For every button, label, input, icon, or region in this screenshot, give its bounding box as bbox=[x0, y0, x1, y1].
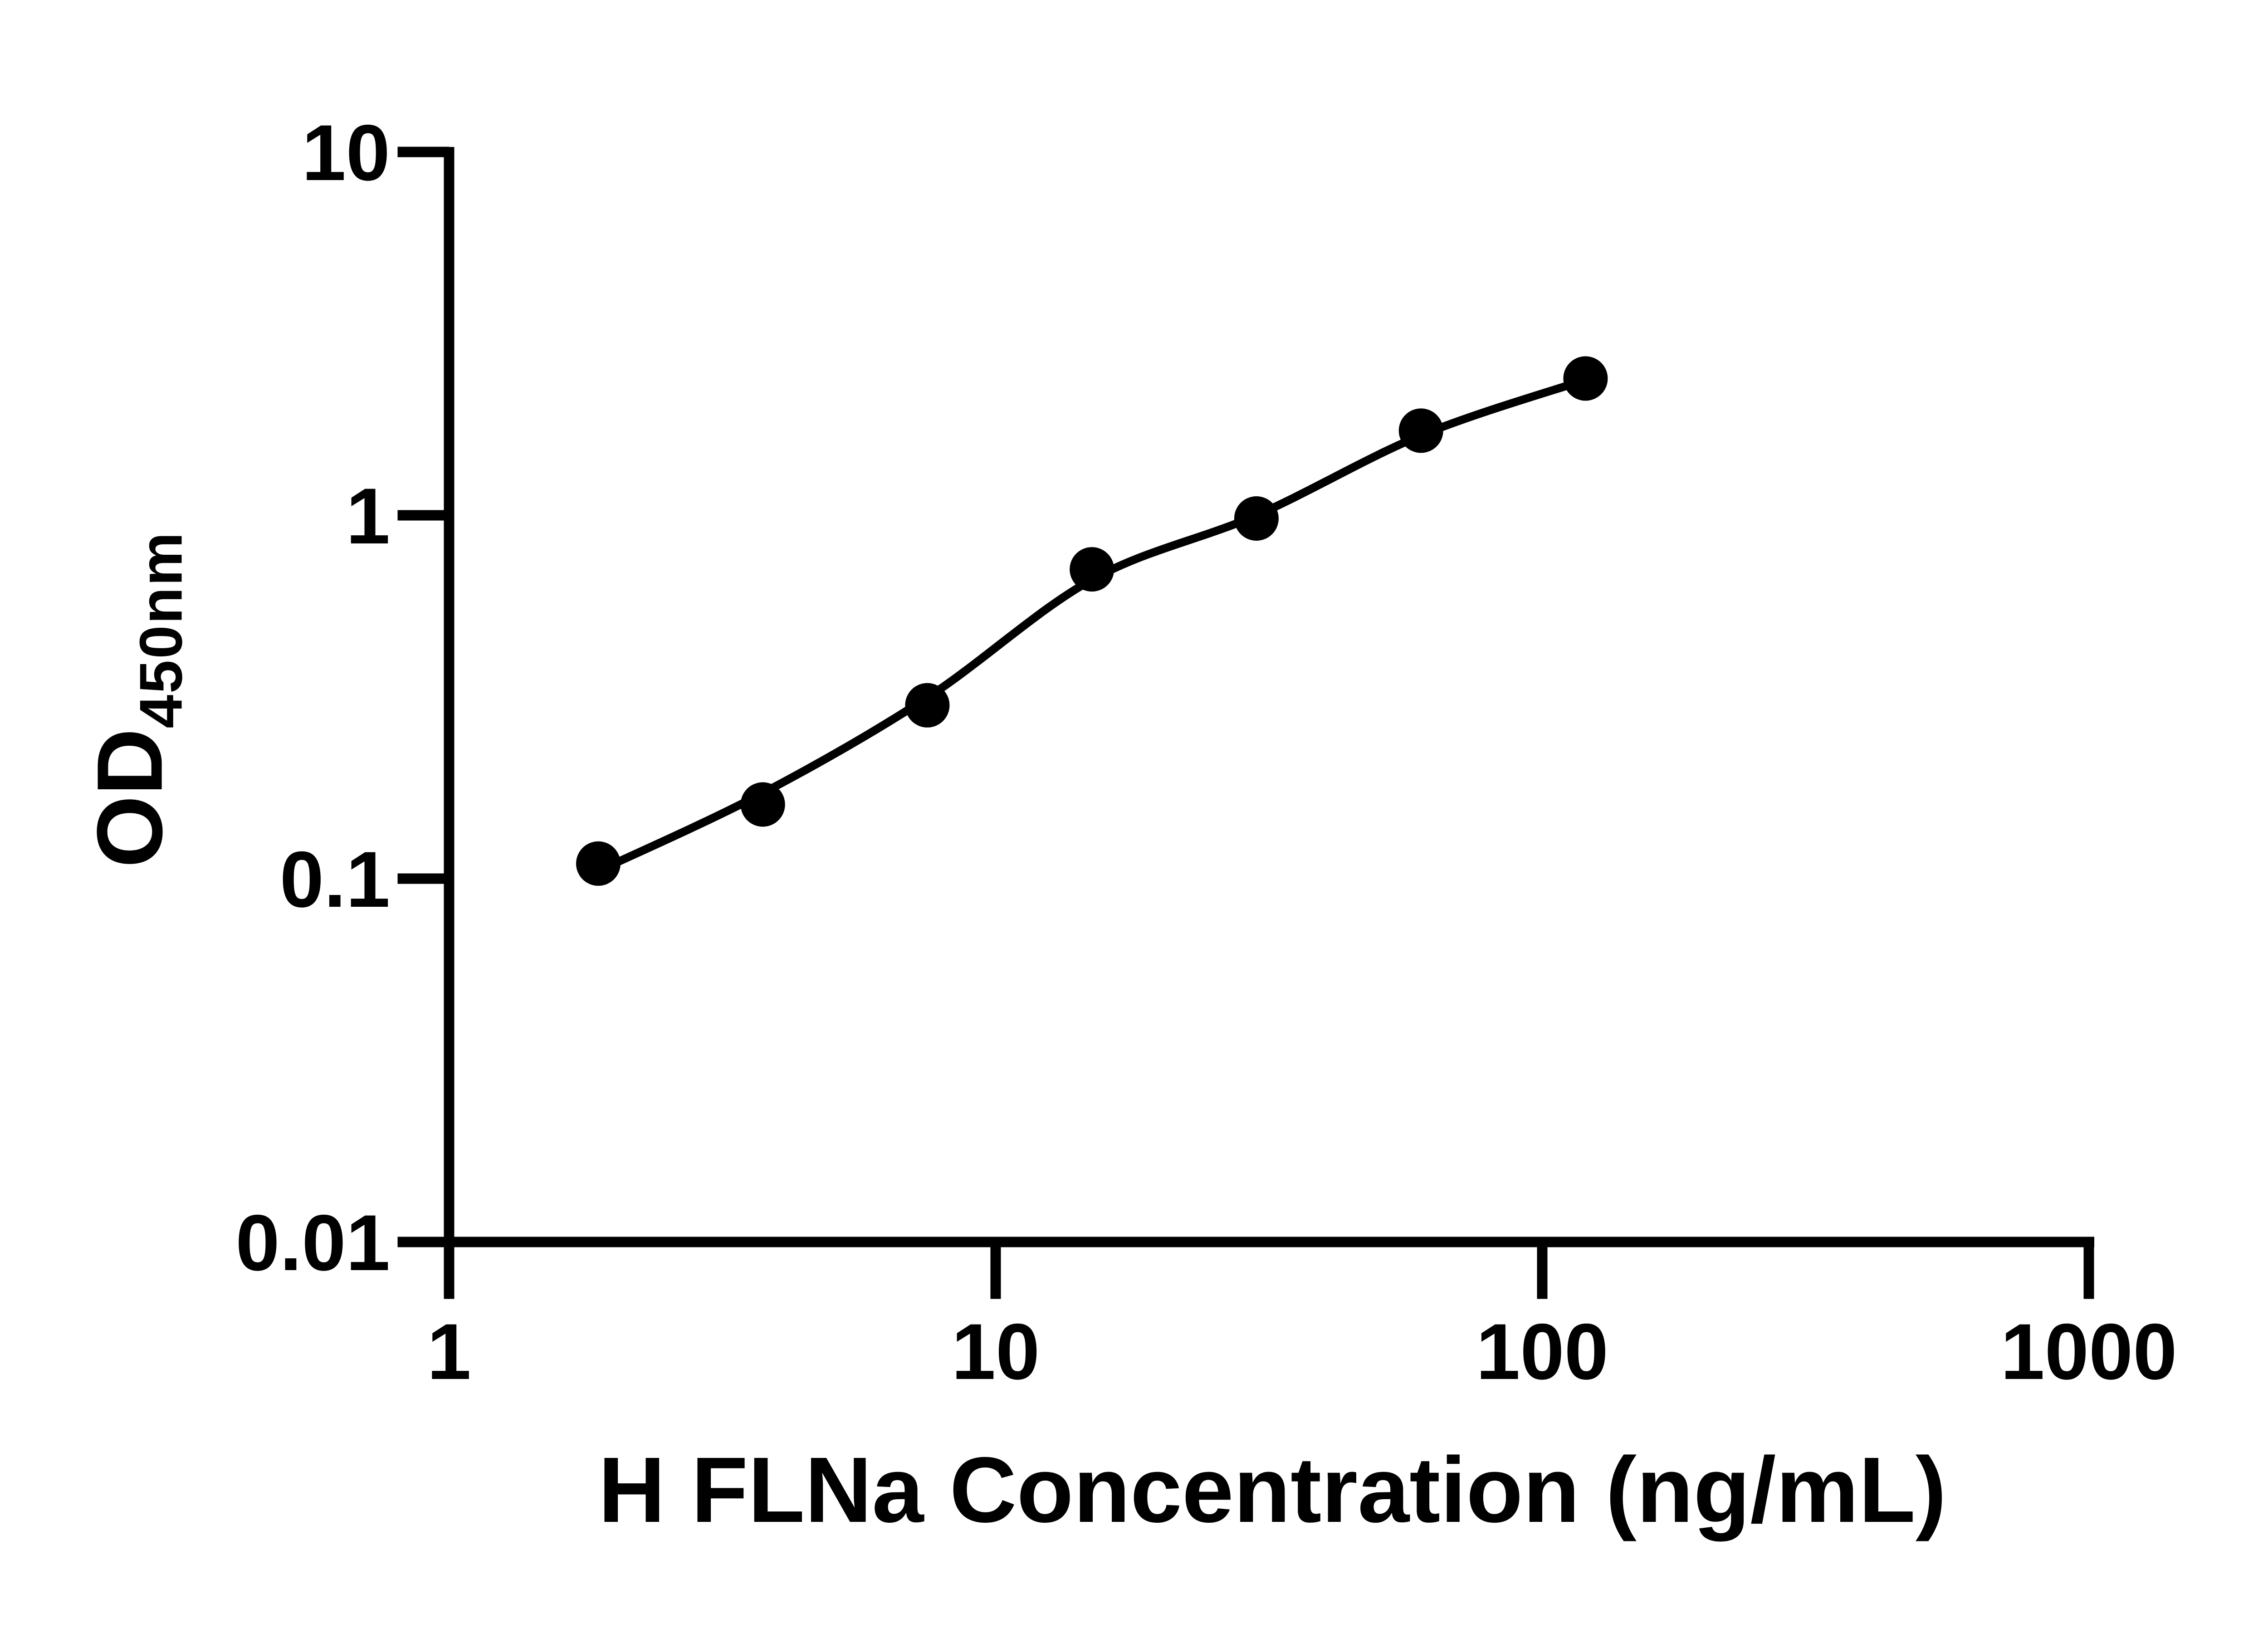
data-point bbox=[576, 841, 621, 886]
x-tick-label: 100 bbox=[1476, 1308, 1608, 1396]
x-axis-title: H FLNa Concentration (ng/mL) bbox=[598, 1438, 1947, 1542]
x-tick-label: 10 bbox=[952, 1308, 1040, 1396]
data-point bbox=[1070, 547, 1114, 592]
y-tick-label: 0.01 bbox=[235, 1199, 390, 1287]
y-axis-title: OD450nm bbox=[78, 531, 195, 868]
data-point bbox=[740, 782, 785, 827]
y-axis-title-subscript: 450nm bbox=[127, 531, 195, 728]
x-tick-label: 1 bbox=[427, 1308, 471, 1396]
y-tick-label: 10 bbox=[302, 109, 390, 197]
x-tick-label: 1000 bbox=[2000, 1308, 2177, 1396]
y-axis-title-main: OD bbox=[78, 728, 182, 868]
data-point bbox=[905, 683, 950, 728]
y-tick-label: 1 bbox=[346, 472, 390, 561]
data-point bbox=[1398, 408, 1443, 453]
data-point bbox=[1563, 356, 1608, 401]
y-tick-label: 0.1 bbox=[280, 836, 390, 924]
data-point bbox=[1234, 496, 1279, 541]
